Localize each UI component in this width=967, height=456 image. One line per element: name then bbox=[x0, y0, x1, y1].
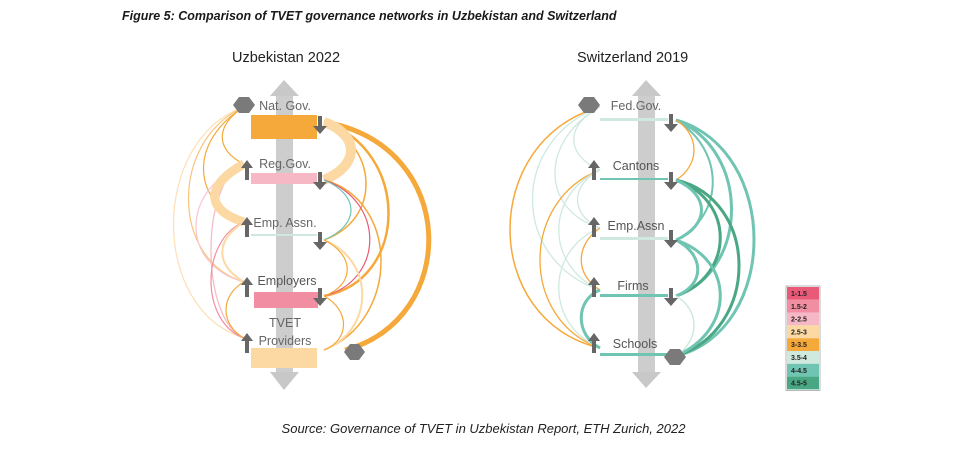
uz-bar-reg-gov bbox=[251, 173, 317, 184]
uz-bar-emp-assn bbox=[251, 234, 317, 236]
ch-node-label-emp-assn: Emp.Assn bbox=[608, 219, 665, 233]
uz-down-arrows bbox=[313, 116, 327, 306]
legend-swatch bbox=[787, 299, 819, 313]
uz-up-arrow-icon bbox=[241, 160, 253, 180]
ch-up-arrow-icon bbox=[588, 217, 600, 237]
switzerland-network: Fed.Gov. Cantons Emp.Assn Firms Schools bbox=[509, 80, 756, 388]
ch-node-label-cantons: Cantons bbox=[613, 159, 660, 173]
ch-left-arcs bbox=[509, 106, 601, 350]
uz-node-label-emp-assn: Emp. Assn. bbox=[253, 216, 316, 230]
ch-node-label-schools: Schools bbox=[613, 337, 657, 351]
legend-swatch bbox=[787, 325, 819, 339]
uz-right-arcs bbox=[321, 117, 432, 353]
uz-down-arrow-icon bbox=[313, 232, 327, 250]
uz-down-arrow-icon bbox=[313, 288, 327, 306]
ch-vertical-axis bbox=[632, 80, 661, 388]
legend-label: 2-2.5 bbox=[791, 317, 807, 324]
legend-swatch bbox=[787, 338, 819, 351]
uz-bar-employers bbox=[254, 292, 318, 308]
uz-down-arrow-icon bbox=[313, 172, 327, 190]
legend-swatch bbox=[787, 312, 819, 326]
ch-up-arrow-icon bbox=[588, 333, 600, 353]
ch-down-arrow-icon bbox=[664, 230, 678, 248]
uz-node-bars bbox=[251, 115, 318, 368]
ch-node-label-firms: Firms bbox=[617, 279, 648, 293]
uz-source-hexagon bbox=[233, 97, 255, 113]
ch-down-arrows bbox=[664, 114, 678, 306]
uz-node-label-employers: Employers bbox=[257, 274, 316, 288]
ch-down-arrow-icon bbox=[664, 114, 678, 132]
legend-label: 3-3.5 bbox=[791, 342, 807, 349]
ch-down-arrow-icon bbox=[664, 172, 678, 190]
legend-swatch bbox=[787, 376, 819, 390]
uz-down-arrow-icon bbox=[313, 116, 327, 134]
uz-node-label-reg-gov: Reg.Gov. bbox=[259, 157, 311, 171]
color-legend: 1-1.5 1.5-2 2-2.5 2.5-3 3-3.5 3.5-4 4-4.5 4.5-5 bbox=[785, 285, 821, 391]
switzerland-panel-title: Switzerland 2019 bbox=[577, 50, 689, 66]
legend-label: 4-4.5 bbox=[791, 368, 807, 375]
figure-title: Figure 5: Comparison of TVET governance … bbox=[122, 9, 617, 23]
ch-bar-schools bbox=[600, 353, 668, 356]
uz-sink-hexagon bbox=[344, 344, 365, 360]
legend-label: 2.5-3 bbox=[791, 329, 807, 336]
uz-up-arrows bbox=[241, 160, 253, 353]
legend-swatch bbox=[787, 351, 819, 364]
uzbekistan-panel-title: Uzbekistan 2022 bbox=[232, 50, 341, 66]
uz-up-arrow-icon bbox=[241, 277, 253, 297]
uz-up-arrow-icon bbox=[241, 333, 253, 353]
legend-swatch bbox=[787, 363, 819, 377]
uz-node-label-nat-gov: Nat. Gov. bbox=[259, 99, 311, 113]
source-caption: Source: Governance of TVET in Uzbekistan… bbox=[281, 421, 686, 436]
ch-node-bars bbox=[600, 118, 668, 356]
ch-up-arrow-icon bbox=[588, 277, 600, 297]
uz-node-label-providers: Providers bbox=[259, 334, 312, 348]
uz-bar-nat-gov bbox=[251, 115, 317, 139]
ch-node-label-fed-gov: Fed.Gov. bbox=[611, 99, 661, 113]
uz-up-arrow-icon bbox=[241, 217, 253, 237]
ch-bar-cantons bbox=[600, 178, 668, 180]
ch-down-arrow-icon bbox=[664, 288, 678, 306]
legend-label: 4.5-5 bbox=[791, 381, 807, 388]
ch-bar-emp-assn bbox=[600, 237, 668, 240]
uzbekistan-network: Nat. Gov. Reg.Gov. Emp. Assn. Employers … bbox=[172, 80, 432, 390]
ch-bar-firms bbox=[600, 294, 668, 297]
legend-swatch bbox=[787, 287, 819, 300]
legend-label: 1.5-2 bbox=[791, 304, 807, 311]
ch-right-arcs bbox=[675, 118, 756, 358]
legend-label: 3.5-4 bbox=[791, 355, 807, 362]
ch-up-arrow-icon bbox=[588, 160, 600, 180]
legend-label: 1-1.5 bbox=[791, 291, 807, 298]
ch-sink-hexagon bbox=[664, 349, 686, 365]
ch-source-hexagon bbox=[578, 97, 600, 113]
uz-node-label-tvet: TVET bbox=[269, 316, 301, 330]
uz-left-arcs bbox=[172, 106, 247, 339]
ch-bar-fed-gov bbox=[600, 118, 668, 121]
ch-up-arrows bbox=[588, 160, 600, 353]
uz-bar-tvet bbox=[251, 348, 317, 368]
